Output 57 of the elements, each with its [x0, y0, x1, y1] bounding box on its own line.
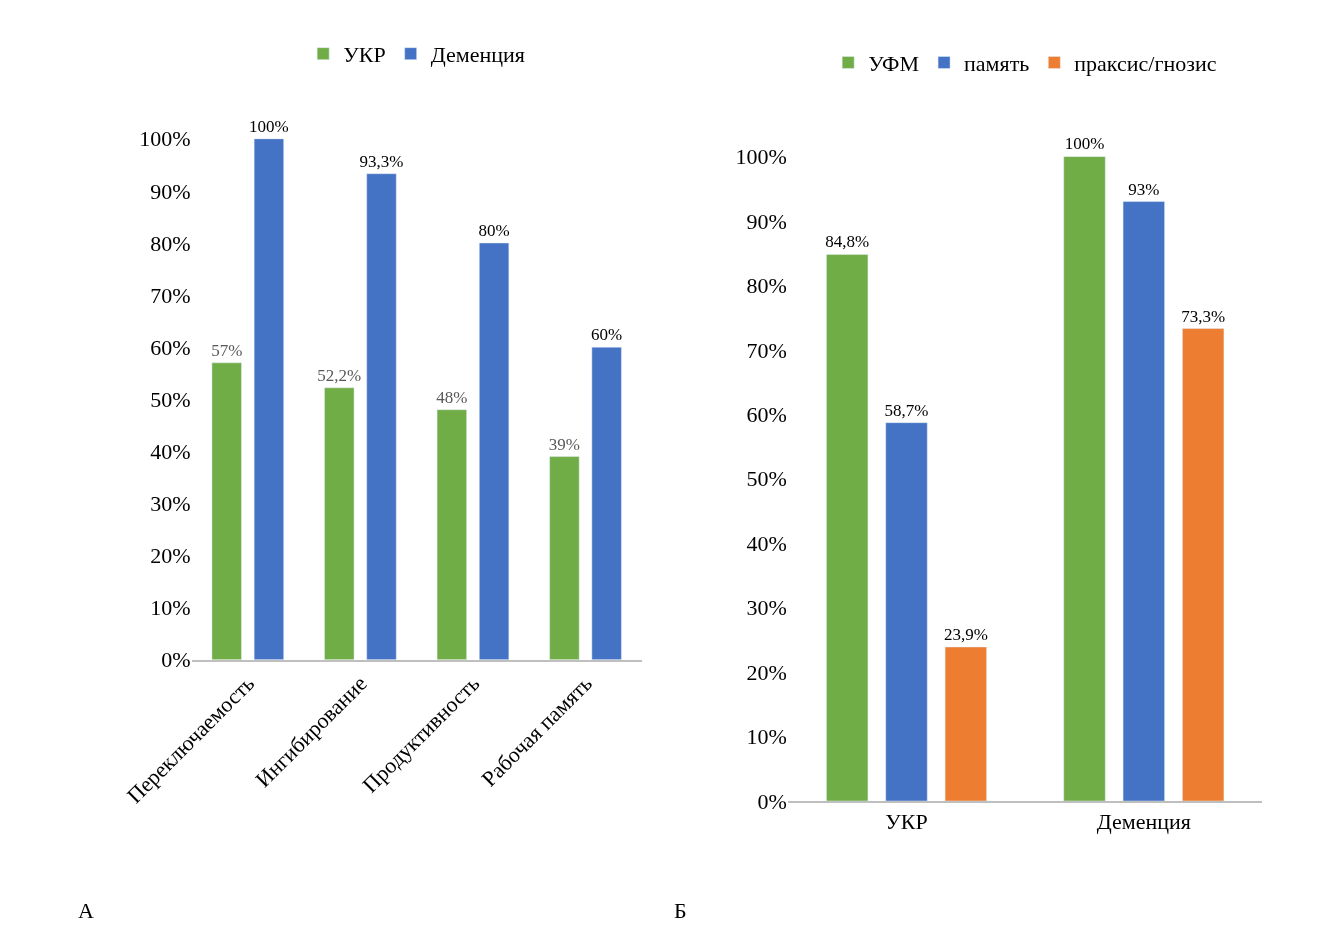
y-tick-label: 30% — [150, 491, 191, 517]
bar — [253, 138, 284, 660]
data-label: 58,7% — [884, 400, 929, 420]
text: А — [78, 898, 94, 923]
text: Б — [674, 898, 687, 923]
bar — [479, 242, 510, 660]
bar — [549, 456, 580, 660]
legend-label: Деменция — [430, 42, 525, 68]
legend-label: УФМ — [868, 51, 920, 77]
y-tick-label: 10% — [746, 724, 787, 750]
data-label: 52,2% — [317, 365, 362, 385]
data-label: 100% — [249, 116, 289, 136]
y-tick-label: 70% — [746, 337, 787, 363]
y-tick-label: 0% — [757, 788, 787, 814]
bar — [436, 409, 467, 660]
legend-label: память — [964, 51, 1030, 77]
y-tick-label: 0% — [161, 647, 191, 673]
y-tick-label: 30% — [746, 595, 787, 621]
data-label: 57% — [211, 340, 243, 360]
y-tick-label: 40% — [150, 439, 191, 465]
bar — [944, 646, 987, 802]
y-tick-label: 10% — [150, 595, 191, 621]
data-label: 39% — [548, 434, 581, 454]
bar — [366, 173, 397, 660]
y-tick-label: 50% — [746, 466, 787, 492]
bar — [1063, 156, 1106, 802]
data-label: 73,3% — [1181, 306, 1226, 326]
data-label: 23,9% — [943, 624, 988, 644]
y-tick-label: 100% — [735, 144, 787, 170]
y-tick-label: 40% — [746, 530, 787, 556]
data-label: 93% — [1128, 179, 1160, 199]
bar — [591, 346, 622, 660]
y-tick-label: 50% — [150, 386, 191, 412]
y-tick-label: 60% — [150, 334, 191, 360]
y-tick-label: 90% — [150, 178, 191, 204]
y-tick-label: 90% — [746, 208, 787, 234]
y-tick-label: 60% — [746, 401, 787, 427]
bar — [885, 422, 928, 802]
legend-label: праксис/гнозис — [1074, 51, 1217, 77]
legend-label: УКР — [343, 42, 386, 68]
y-tick-label: 70% — [150, 282, 191, 308]
y-tick-label: 20% — [150, 543, 191, 569]
data-label: 93,3% — [359, 151, 404, 171]
y-tick-label: 100% — [139, 126, 191, 152]
y-tick-label: 20% — [746, 659, 787, 685]
data-label: 60% — [591, 325, 623, 345]
y-tick-label: 80% — [746, 273, 787, 299]
data-label: 100% — [1064, 134, 1105, 154]
bar — [1182, 328, 1225, 802]
bar — [211, 362, 242, 660]
y-tick-label: 80% — [150, 230, 191, 256]
bar — [1122, 201, 1165, 802]
bar — [324, 387, 355, 660]
bar — [826, 254, 869, 802]
data-label: 80% — [478, 220, 510, 240]
data-label: 84,8% — [825, 232, 870, 252]
data-label: 48% — [436, 387, 468, 407]
